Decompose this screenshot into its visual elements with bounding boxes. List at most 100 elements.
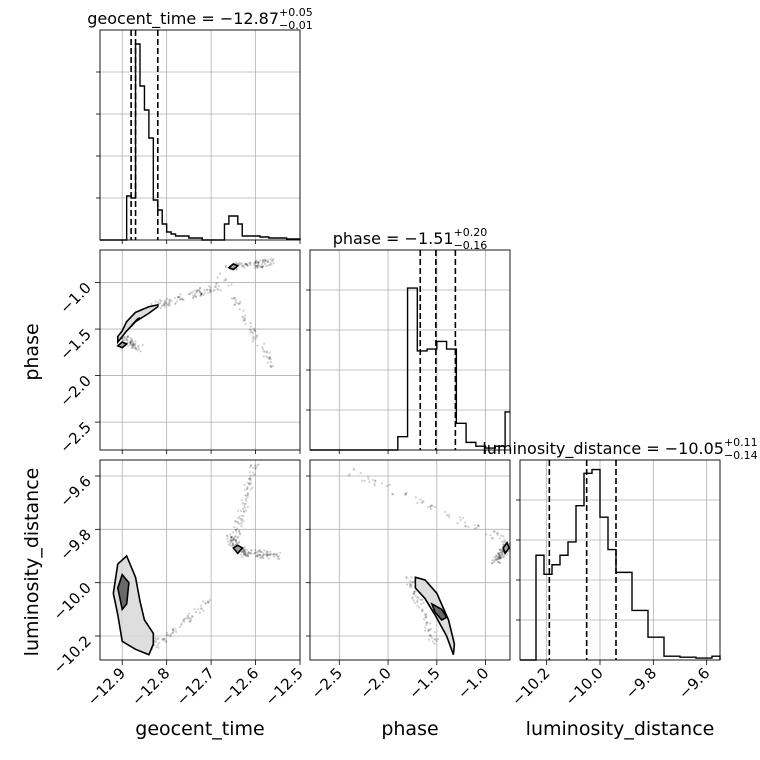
panel-4-scatter-point [276, 555, 279, 558]
panel-4-scatter-point [243, 548, 246, 551]
panel-4-scatter-point [245, 548, 248, 551]
panel-4-scatter-point [249, 477, 252, 480]
panel-3-scatter-point [162, 303, 165, 307]
panel-4-scatter-point [236, 542, 239, 545]
panel-5-scatter-point [464, 521, 467, 524]
panel-5-scatter-point [459, 518, 462, 522]
panel-5-scatter-point [496, 533, 499, 537]
panel-5-scatter-point [502, 555, 506, 558]
panel-3-scatter-point [205, 288, 208, 291]
panel-3-scatter-point [168, 301, 171, 305]
panel-3-scatter-point [134, 340, 137, 343]
panel-5-scatter-point [431, 504, 434, 508]
panel-5-scatter-point [413, 592, 416, 596]
panel-4-scatter-point [171, 631, 174, 634]
panel-5-scatter-point [366, 475, 370, 478]
panel-4-scatter-point [248, 477, 251, 480]
panel-4-scatter-point [265, 555, 269, 558]
panel-4-scatter-point [165, 640, 168, 643]
panel-5-scatter-point [380, 482, 384, 485]
panel-4-scatter-point [238, 530, 241, 533]
panel-4-scatter-point [154, 641, 157, 644]
panel-5-scatter-point [497, 557, 501, 560]
panel-3-scatter-point [263, 342, 266, 345]
grid-layer [100, 30, 720, 660]
panel-3-scatter-point [129, 341, 132, 344]
panel-3-scatter-point [129, 340, 133, 343]
x-axis-label-phase: phase [381, 718, 438, 740]
panel-5-scatter-point [501, 540, 504, 543]
panel-3-scatter-point [241, 264, 244, 267]
panel-5-scatter-point [421, 609, 424, 612]
panel-5-scatter-point [424, 616, 427, 619]
panel-4-scatter-point [260, 556, 263, 559]
panel-3-scatter-point [131, 344, 135, 347]
panel-4-scatter-point [239, 509, 243, 513]
panel-5-scatter-point [416, 599, 419, 602]
panel-4-scatter-point [189, 619, 193, 622]
panel-4-scatter-point [157, 636, 160, 640]
panel-4-scatter-point [249, 479, 252, 482]
panel-3-scatter-point [253, 264, 256, 267]
panel-4-scatter-point [270, 552, 273, 556]
panel-4-scatter-point [174, 628, 177, 631]
panel-3-scatter-point [255, 259, 258, 262]
panel-4-scatter-point [252, 474, 255, 477]
panel-3-scatter-point [126, 335, 129, 338]
panel-3-scatter-point [244, 262, 247, 265]
panel-0-title-median: −12.87 [220, 9, 279, 28]
panel-3-scatter-point [269, 364, 272, 367]
panel-3-scatter-point [217, 285, 220, 288]
panel-4-scatter-point [272, 553, 276, 556]
panel-3-scatter-point [174, 303, 177, 306]
panel-5-scatter-point [498, 537, 501, 540]
panel-3-scatter-point [136, 348, 139, 351]
panel-5-scatter-point [411, 581, 414, 584]
panel-4-scatter-point [239, 553, 243, 556]
panel-4-scatter-point [266, 553, 269, 556]
panel-4-scatter-point [243, 549, 247, 552]
panel-5-scatter-point [405, 491, 408, 495]
panel-4-scatter-point [252, 552, 256, 555]
panel-3-scatter-point [268, 263, 272, 266]
panel-5-scatter-point [491, 562, 494, 565]
panel-3-scatter-point [209, 288, 212, 291]
panel-3-scatter-point [250, 328, 253, 331]
panel-5-scatter-point [421, 500, 424, 503]
panel-5-scatter-point [361, 479, 364, 482]
panel-3-scatter-point [255, 334, 259, 337]
panel-4-scatter-point [257, 463, 260, 466]
panel-4-scatter-point [243, 553, 246, 556]
panel-5-scatter-point [497, 556, 500, 559]
panel-4-scatter-point [183, 620, 186, 623]
panel-3-scatter-point [126, 341, 129, 344]
panel-5-scatter-point [405, 583, 409, 586]
panel-4-scatter-point [265, 553, 269, 557]
panel-4-scatter-point [240, 519, 243, 522]
panel-5-scatter-point [502, 543, 505, 547]
panel-5-scatter-point [458, 516, 462, 519]
panel-5-scatter-point [500, 556, 503, 559]
panel-5-scatter-point [498, 548, 501, 551]
panel-4-scatter-point [267, 554, 270, 557]
panel-5-scatter-point [497, 553, 501, 556]
panel-5-scatter-point [420, 501, 423, 504]
panel-4-scatter-point [253, 551, 256, 555]
panel-3-scatter-point [200, 292, 203, 296]
panel-3-scatter-point [243, 317, 247, 320]
panel-4-scatter-point [153, 639, 157, 643]
panel-3-contour [130, 317, 141, 327]
panel-4-scatter-point [266, 554, 269, 557]
panel-4-scatter-point [172, 627, 175, 630]
panel-5-scatter-point [416, 604, 419, 607]
panel-3-scatter-point [242, 309, 245, 312]
panel-4-scatter-point [262, 552, 265, 555]
panel-3-scatter-point [233, 303, 237, 306]
panel-3-scatter-point [198, 289, 201, 292]
panel-3-scatter-point [173, 296, 177, 299]
panel-5-scatter-point [417, 596, 420, 599]
panel-3-scatter-point [261, 266, 264, 269]
panel-3-scatter-point [159, 306, 162, 310]
panel-5-scatter-point [498, 554, 501, 557]
panel-5-scatter-point [412, 590, 416, 594]
